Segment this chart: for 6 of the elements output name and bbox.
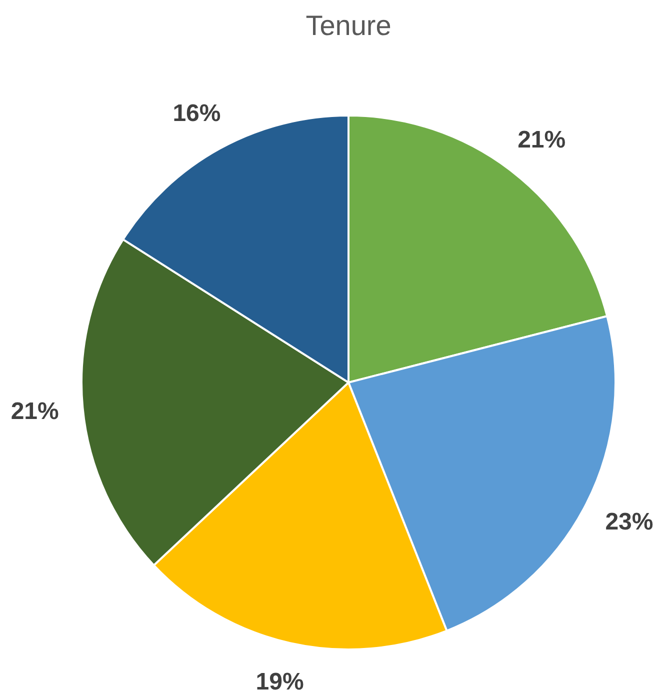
data-label: 19% <box>256 668 304 696</box>
data-label: 21% <box>10 398 59 425</box>
chart-title: Tenure <box>306 10 392 41</box>
data-label: 16% <box>172 100 221 127</box>
data-label: 23% <box>605 508 654 536</box>
data-label: 21% <box>518 126 566 154</box>
